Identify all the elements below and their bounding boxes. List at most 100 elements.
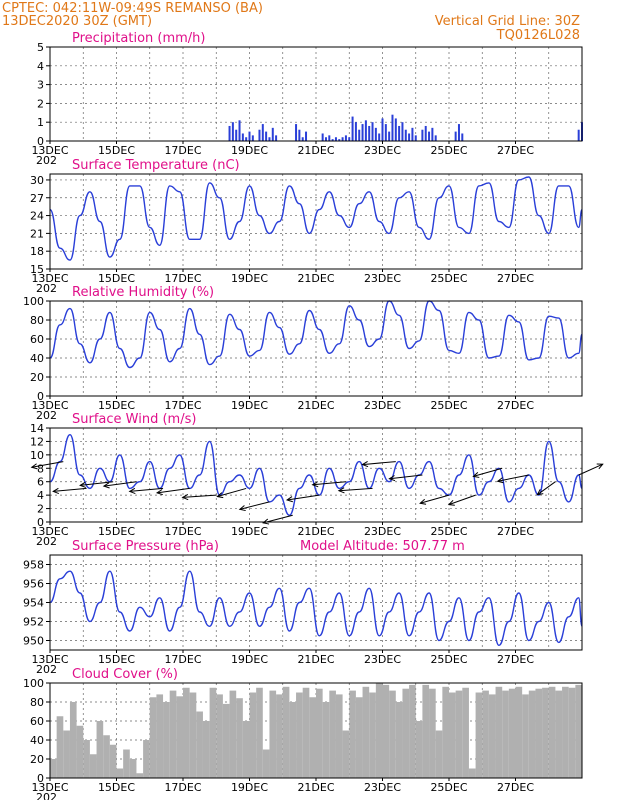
- cloud-bar: [256, 687, 263, 778]
- y-tick-label: 950: [23, 635, 44, 648]
- cloud-bar: [189, 692, 197, 778]
- cloud-bar: [502, 690, 509, 778]
- precip-bar: [454, 131, 457, 141]
- precip-bar: [298, 129, 301, 141]
- cloud-bar: [329, 690, 336, 778]
- cloud-bar: [196, 711, 203, 778]
- x-tick-label: 27DEC: [497, 144, 534, 157]
- x-tick-label: 15DEC: [98, 781, 135, 794]
- cloud-bar: [236, 698, 243, 778]
- x-tick-label: 13DEC: [31, 525, 68, 538]
- precip-bar: [408, 133, 411, 141]
- wind-arrow: [311, 481, 346, 488]
- y-tick-label: 15: [30, 263, 44, 276]
- cloud-bar: [435, 730, 443, 778]
- cloud-bar: [56, 716, 64, 778]
- wind-arrow-head: [596, 463, 604, 470]
- wind-arrow-head: [128, 487, 136, 495]
- wind-arrow-head: [536, 489, 544, 496]
- cloud-bar: [462, 687, 469, 778]
- precip-bar: [324, 137, 327, 141]
- precip-bar: [388, 131, 391, 141]
- wind-arrow: [447, 494, 476, 506]
- x-tick-label: 27DEC: [497, 525, 534, 538]
- cloud-bar: [316, 688, 323, 778]
- wind-arrow-shaft: [31, 461, 64, 468]
- precip-bar: [361, 124, 364, 141]
- wind-arrow: [337, 487, 373, 494]
- x-tick-label: 17DEC: [164, 272, 201, 285]
- x-year-label: 202: [36, 409, 57, 422]
- cloud-bar: [229, 690, 237, 778]
- precip-bar: [228, 125, 231, 141]
- cloud-bar: [468, 768, 476, 778]
- x-tick-label: 25DEC: [430, 399, 467, 412]
- y-tick-label: 60: [30, 333, 44, 346]
- cloud-bar: [488, 694, 496, 778]
- precip-bar: [245, 137, 248, 141]
- precip-bar: [241, 133, 244, 141]
- wind-arrow: [419, 494, 450, 505]
- wind-arrow: [30, 461, 64, 470]
- y-tick-label: 956: [23, 578, 44, 591]
- wind-arrow-shaft: [129, 487, 164, 492]
- y-tick-label: 20: [30, 753, 44, 766]
- precip-bar: [391, 114, 394, 141]
- y-tick-label: 3: [37, 79, 44, 92]
- cloud-bar: [276, 694, 283, 778]
- x-tick-label: 13DEC: [31, 272, 68, 285]
- y-tick-label: 0: [37, 772, 44, 785]
- x-tick-label: 19DEC: [231, 399, 268, 412]
- x-year-label: 202: [36, 154, 57, 167]
- x-year-label: 202: [36, 663, 57, 676]
- y-tick-label: 4: [37, 489, 44, 502]
- y-tick-label: 0: [37, 516, 44, 529]
- wind-arrow: [536, 481, 556, 496]
- precip-bar: [338, 139, 341, 141]
- x-tick-label: 15DEC: [98, 653, 135, 666]
- y-tick-label: 2: [37, 503, 44, 516]
- cloud-bar: [103, 735, 110, 778]
- y-tick-label: 0: [37, 390, 44, 403]
- wind-arrow: [102, 481, 137, 489]
- cloud-bar: [475, 692, 483, 778]
- x-tick-label: 19DEC: [231, 144, 268, 157]
- cloud-bar: [176, 696, 183, 778]
- precip-bar: [235, 129, 238, 141]
- wind-arrow-head: [52, 487, 60, 495]
- wind-arrow-shaft: [362, 461, 396, 466]
- precip-bar: [331, 139, 334, 141]
- wind-arrow: [155, 487, 190, 496]
- cloud-bar: [542, 687, 549, 778]
- x-tick-label: 21DEC: [297, 525, 334, 538]
- x-tick-label: 23DEC: [364, 399, 401, 412]
- y-tick-label: 40: [30, 734, 44, 747]
- y-tick-label: 60: [30, 715, 44, 728]
- x-tick-label: 15DEC: [98, 144, 135, 157]
- x-year-label: 202: [36, 791, 57, 800]
- cloud-bar: [495, 686, 503, 778]
- wind-arrow: [128, 487, 164, 495]
- y-tick-label: 8: [37, 462, 44, 475]
- precip-bar: [411, 127, 414, 141]
- y-tick-label: 27: [30, 192, 44, 205]
- x-tick-label: 13DEC: [31, 653, 68, 666]
- x-tick-label: 21DEC: [297, 272, 334, 285]
- cloud-bar: [548, 686, 556, 778]
- panel-title: Surface Pressure (hPa): [72, 539, 219, 554]
- cloud-bar: [50, 759, 57, 778]
- y-tick-label: 14: [30, 422, 44, 435]
- cloud-bar: [382, 684, 390, 778]
- x-tick-label: 15DEC: [98, 525, 135, 538]
- cloud-bar: [296, 692, 303, 778]
- panel-title: Relative Humidity (%): [72, 285, 214, 300]
- precip-bar: [295, 124, 298, 141]
- precip-bar: [341, 137, 344, 141]
- x-tick-label: 25DEC: [430, 144, 467, 157]
- wind-arrow-head: [388, 475, 396, 482]
- x-tick-label: 23DEC: [364, 653, 401, 666]
- cloud-bar: [242, 721, 250, 778]
- wind-arrow-shaft: [217, 487, 247, 498]
- y-tick-label: 30: [30, 174, 44, 187]
- header-grid-note: Vertical Grid Line: 30Z: [435, 14, 580, 29]
